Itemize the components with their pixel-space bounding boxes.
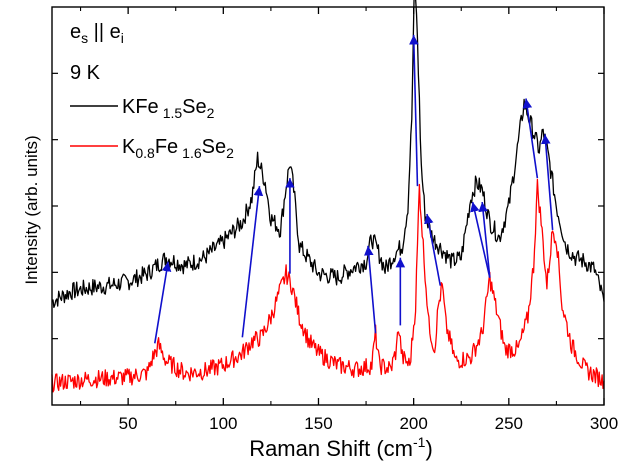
plot-frame xyxy=(51,6,605,406)
plot-layer xyxy=(51,0,605,393)
temperature-annotation: 9 K xyxy=(70,62,101,84)
x-axis-title: Raman Shift (cm-1) xyxy=(249,434,433,461)
series-line-1 xyxy=(51,178,605,393)
shift-arrow-6 xyxy=(424,213,442,286)
shift-arrow-0 xyxy=(153,261,172,344)
shift-arrow-1 xyxy=(241,186,264,338)
x-tick-label: 150 xyxy=(304,414,332,433)
shift-arrow-10 xyxy=(540,134,554,230)
x-tick-label: 250 xyxy=(495,414,523,433)
x-tick-label: 200 xyxy=(399,414,427,433)
shift-arrow-9 xyxy=(522,98,539,179)
x-tick-label: 100 xyxy=(209,414,237,433)
x-tick-label: 300 xyxy=(590,414,618,433)
shift-arrow-8 xyxy=(478,201,491,278)
polarization-annotation: es || ei xyxy=(70,21,124,46)
x-tick-label: 50 xyxy=(119,414,138,433)
shift-arrow-7 xyxy=(470,201,491,278)
shift-arrow-3 xyxy=(364,245,377,334)
shift-arrow-5 xyxy=(409,34,419,187)
legend-label-k08fe16se2: K0.8Fe 1.6Se2 xyxy=(122,136,234,161)
y-axis-title: Intensity (arb. units) xyxy=(22,135,41,284)
series-line-0 xyxy=(51,0,605,309)
legend-label-kfe15se2: KFe 1.5Se2 xyxy=(122,96,215,121)
ticks-layer: 50 100 150 200 250 300 xyxy=(52,7,618,433)
